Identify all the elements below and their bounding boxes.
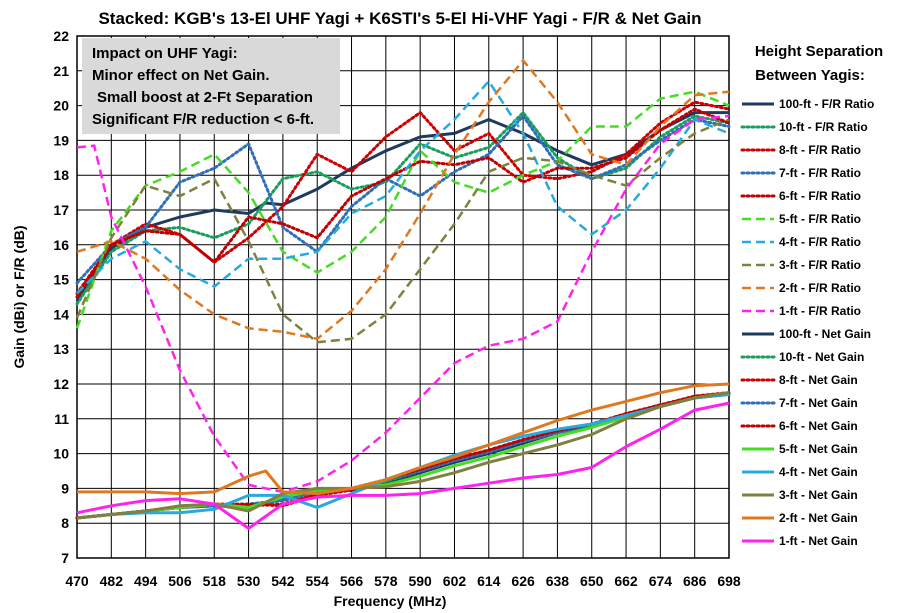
legend: Height Separation Between Yagis: 100-ft … (740, 43, 883, 548)
x-tick-label: 470 (65, 573, 89, 589)
annotation-line-1: Impact on UHF Yagi: (92, 45, 238, 62)
x-tick-label: 650 (580, 573, 604, 589)
y-tick-label: 11 (54, 411, 69, 427)
x-tick-label: 662 (614, 573, 638, 589)
series-line-5 (75, 90, 730, 329)
y-tick-label: 16 (53, 237, 69, 253)
y-tick-label: 15 (53, 272, 69, 288)
y-axis-label: Gain (dBi) or F/R (dB) (11, 225, 27, 368)
series-line-6 (76, 79, 730, 295)
annotation-line-4: Significant F/R reduction < 6-ft. (92, 111, 314, 128)
series-line-8 (76, 59, 730, 341)
x-tick-label: 530 (237, 573, 261, 589)
legend-items: 100-ft - F/R Ratio 10-ft - F/R Ratio 8-ft … (740, 97, 874, 548)
series-line-19 (76, 401, 730, 530)
y-tick-label: 10 (53, 446, 69, 462)
x-tick-label: 602 (443, 573, 467, 589)
series-line-0 (75, 111, 729, 302)
x-tick-label: 554 (306, 573, 330, 589)
legend-label-17: 3-ft - Net Gain (779, 488, 858, 502)
y-tick-label: 21 (53, 63, 69, 79)
annotation-background (82, 38, 340, 134)
annotation-line-3: Small boost at 2-Ft Separation (97, 89, 313, 106)
y-tick-label: 13 (53, 341, 69, 357)
y-tick-label: 17 (53, 202, 69, 218)
legend-title-line-2: Between Yagis: (755, 67, 865, 84)
legend-label-7: 3-ft - F/R Ratio (779, 258, 861, 272)
legend-label-14: 6-ft - Net Gain (779, 419, 858, 433)
y-tick-label: 14 (53, 306, 69, 322)
series-line-17 (76, 391, 730, 520)
x-tick-label: 518 (203, 573, 227, 589)
y-tick-label: 8 (61, 515, 69, 531)
y-tick-label: 20 (53, 98, 69, 114)
x-tick-label: 674 (649, 573, 673, 589)
x-tick-label: 506 (168, 573, 192, 589)
x-tick-label: 494 (134, 573, 158, 589)
legend-label-3: 7-ft - F/R Ratio (779, 166, 861, 180)
x-tick-label: 578 (374, 573, 398, 589)
legend-label-13: 7-ft - Net Gain (779, 396, 858, 410)
series-line-18 (77, 382, 730, 496)
series-line-9 (76, 114, 730, 494)
x-tick-label: 626 (511, 573, 535, 589)
legend-label-2: 8-ft - F/R Ratio (779, 143, 861, 157)
x-axis-ticks: 470 482 494 506 518 530 542 554 566 578 590 602 614 6… (65, 573, 741, 589)
x-tick-label: 542 (271, 573, 295, 589)
x-tick-label: 482 (100, 573, 124, 589)
x-tick-label: 590 (408, 573, 432, 589)
series-line-7 (75, 118, 730, 344)
annotation-line-2: Minor effect on Net Gain. (92, 67, 270, 84)
legend-label-6: 4-ft - F/R Ratio (779, 235, 861, 249)
legend-label-19: 1-ft - Net Gain (779, 534, 858, 548)
legend-label-1: 10-ft - F/R Ratio (779, 120, 868, 134)
y-tick-label: 7 (61, 550, 69, 566)
series-line-1 (75, 111, 731, 306)
y-axis-ticks: 7 8 9 10 11 12 13 14 15 16 17 18 19 20 21 22 (53, 28, 69, 566)
legend-label-10: 100-ft - Net Gain (779, 327, 871, 341)
series-line-3 (75, 114, 731, 285)
annotation-box: Impact on UHF Yagi: Minor effect on Net … (82, 38, 340, 134)
legend-label-15: 5-ft - Net Gain (779, 442, 858, 456)
y-tick-label: 18 (53, 167, 69, 183)
legend-label-16: 4-ft - Net Gain (779, 465, 858, 479)
x-tick-label: 566 (340, 573, 364, 589)
x-tick-label: 686 (683, 573, 707, 589)
x-tick-label: 698 (717, 573, 741, 589)
legend-label-8: 2-ft - F/R Ratio (779, 281, 861, 295)
chart-title: Stacked: KGB's 13-El UHF Yagi + K6STI's … (98, 9, 701, 28)
y-tick-label: 22 (53, 28, 69, 44)
series-line-4 (75, 107, 731, 299)
legend-label-18: 2-ft - Net Gain (779, 511, 858, 525)
legend-label-5: 5-ft - F/R Ratio (779, 212, 861, 226)
legend-label-12: 8-ft - Net Gain (779, 373, 858, 387)
x-axis-label: Frequency (MHz) (334, 593, 447, 609)
legend-title-line-1: Height Separation (755, 43, 883, 60)
y-tick-label: 9 (61, 480, 69, 496)
y-tick-label: 12 (53, 376, 69, 392)
y-tick-label: 19 (53, 132, 69, 148)
legend-label-9: 1-ft - F/R Ratio (779, 304, 861, 318)
legend-label-11: 10-ft - Net Gain (779, 350, 864, 364)
legend-label-0: 100-ft - F/R Ratio (779, 97, 874, 111)
x-tick-label: 614 (477, 573, 501, 589)
series-layer (75, 59, 731, 530)
legend-label-4: 6-ft - F/R Ratio (779, 189, 861, 203)
x-tick-label: 638 (546, 573, 570, 589)
